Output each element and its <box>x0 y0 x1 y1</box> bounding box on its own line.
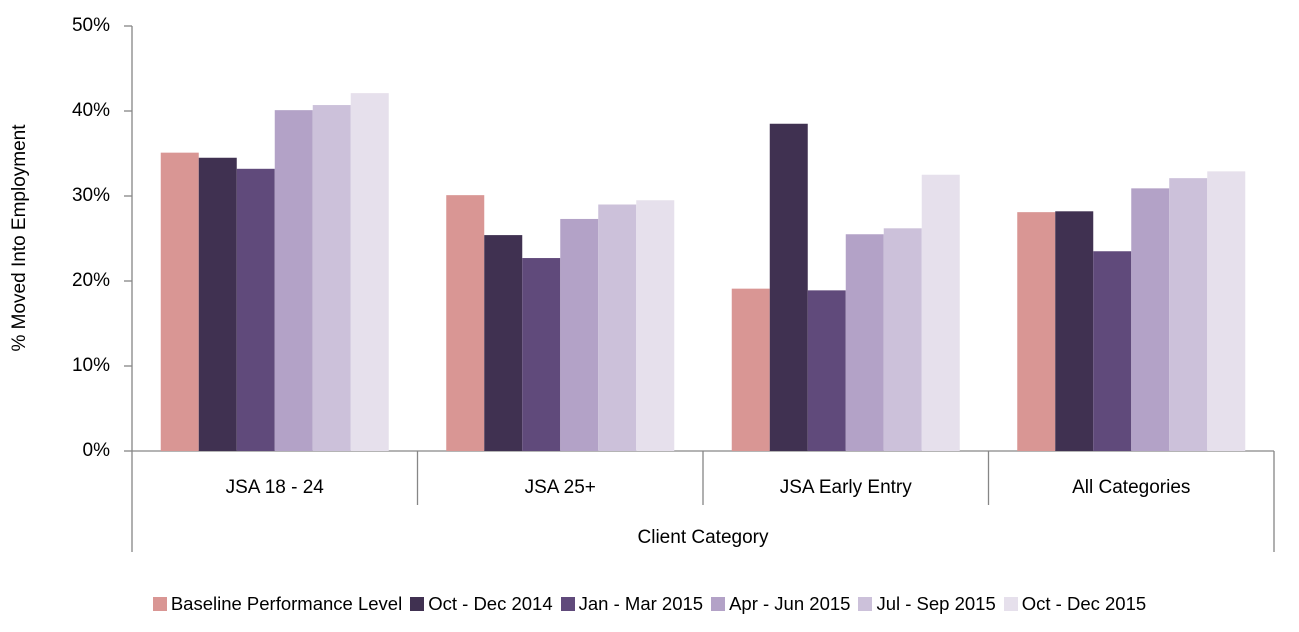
bar <box>807 290 846 451</box>
y-tick-label: 0% <box>83 440 111 461</box>
legend-item: Jul - Sep 2015 <box>858 593 996 615</box>
x-axis-title: Client Category <box>638 527 769 548</box>
bar <box>350 93 389 452</box>
legend-swatch <box>152 597 167 611</box>
legend-item: Oct - Dec 2014 <box>410 593 553 615</box>
y-axis-title: % Moved Into Employment <box>9 124 30 352</box>
legend-item: Jan - Mar 2015 <box>560 593 704 615</box>
legend-swatch <box>711 597 726 611</box>
bar <box>769 123 808 451</box>
legend-swatch <box>560 597 575 611</box>
bar <box>636 200 675 451</box>
y-tick-label: 40% <box>72 100 110 121</box>
legend-item: Baseline Performance Level <box>152 593 403 615</box>
legend-label: Oct - Dec 2014 <box>428 593 553 614</box>
bar <box>274 110 313 452</box>
legend-label: Oct - Dec 2015 <box>1021 593 1147 614</box>
bar <box>1169 178 1208 451</box>
bar <box>198 157 237 451</box>
legend-label: Apr - Jun 2015 <box>729 593 851 614</box>
legend-label: Jan - Mar 2015 <box>578 593 704 614</box>
bar <box>1055 211 1094 451</box>
legend-swatch <box>1003 597 1018 611</box>
bar <box>1093 251 1132 451</box>
bar <box>446 195 485 451</box>
bar <box>312 105 351 452</box>
bar <box>522 258 561 451</box>
bar <box>236 168 275 452</box>
legend-swatch <box>410 597 425 611</box>
bar <box>598 204 637 451</box>
x-tick-label: JSA Early Entry <box>780 477 912 498</box>
y-tick-label: 10% <box>72 355 110 376</box>
legend-item: Apr - Jun 2015 <box>711 593 850 615</box>
legend-swatch <box>858 597 873 611</box>
y-tick-label: 50% <box>72 15 110 36</box>
bar <box>1131 188 1170 451</box>
y-tick-label: 30% <box>72 185 110 206</box>
x-tick-label: JSA 25+ <box>525 477 596 498</box>
bar <box>560 218 599 451</box>
bar <box>883 228 922 451</box>
bar <box>731 288 770 451</box>
bar <box>484 235 523 451</box>
chart: % Moved Into Employment Client Category … <box>9 15 1275 552</box>
bar <box>845 234 884 451</box>
bar <box>1017 212 1056 451</box>
legend-label: Jul - Sep 2015 <box>876 593 996 614</box>
x-tick-label: All Categories <box>1072 477 1190 498</box>
legend-item: Oct - Dec 2015 <box>1003 593 1147 615</box>
bar <box>1207 171 1246 451</box>
legend: Baseline Performance Level Oct - Dec 2014… <box>0 593 1299 615</box>
bar <box>921 174 960 451</box>
y-tick-label: 20% <box>72 270 110 291</box>
legend-label: Baseline Performance Level <box>170 593 403 614</box>
x-tick-label: JSA 18 - 24 <box>226 477 325 498</box>
bar <box>160 152 199 451</box>
